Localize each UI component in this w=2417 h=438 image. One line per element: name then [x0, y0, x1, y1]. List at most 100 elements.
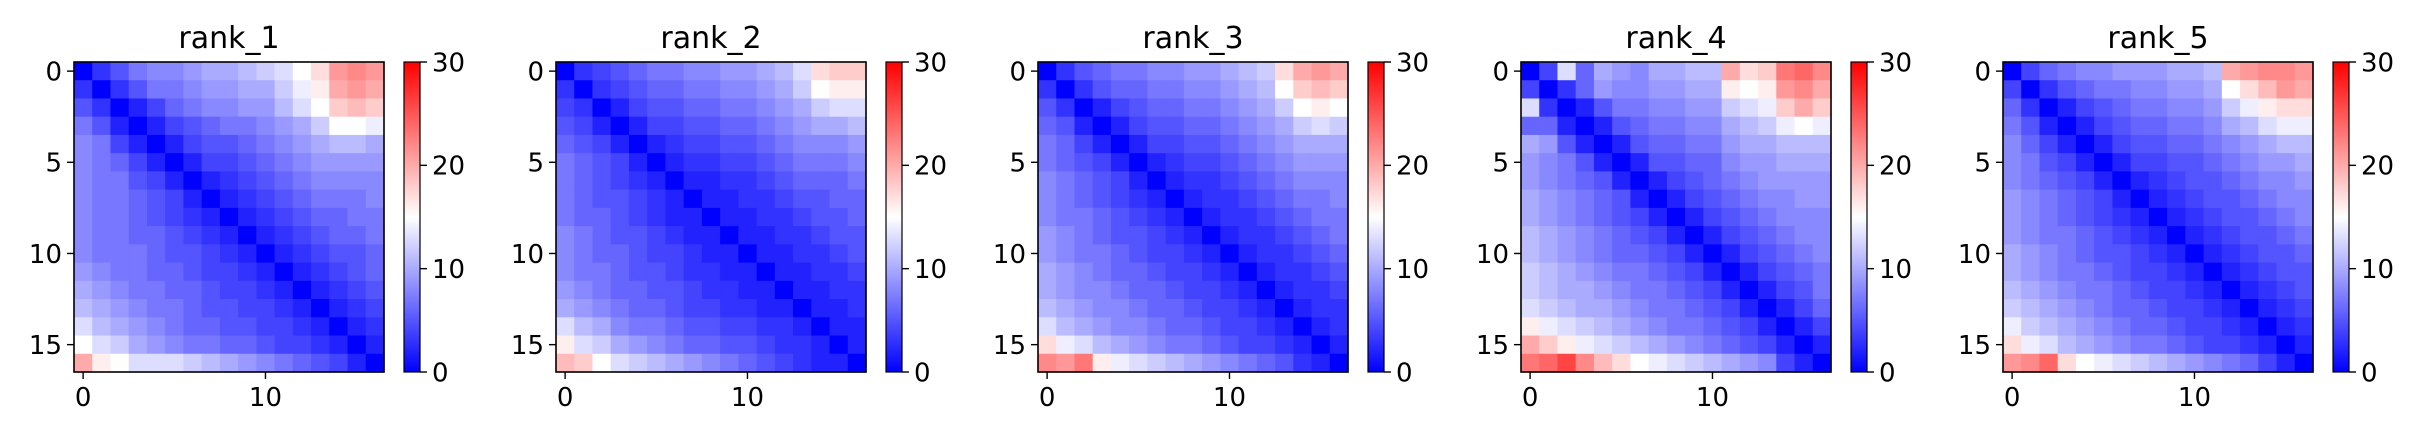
heatmap-cell: [2203, 171, 2223, 191]
heatmap-cell: [592, 98, 612, 118]
heatmap-cell: [2094, 80, 2114, 100]
heatmap-cell: [1721, 317, 1741, 337]
heatmap-cell: [811, 317, 831, 337]
y-tick-label: 5: [527, 149, 544, 179]
heatmap-cell: [610, 244, 630, 264]
heatmap-cell: [2075, 207, 2095, 227]
heatmap-cell: [2148, 317, 2168, 337]
heatmap-cell: [1056, 62, 1076, 81]
heatmap-cell: [2276, 116, 2296, 136]
heatmap-cell: [183, 80, 203, 100]
heatmap-cell: [756, 226, 776, 245]
heatmap-cell: [1666, 134, 1686, 154]
heatmap-cell: [2057, 98, 2077, 118]
heatmap-cell: [292, 226, 312, 245]
heatmap-cell: [274, 317, 294, 337]
heatmap-cell: [311, 353, 330, 373]
heatmap-cell: [1758, 244, 1777, 264]
heatmap-cell: [738, 80, 758, 100]
heatmap-cell: [1238, 62, 1258, 81]
heatmap-cell: [2240, 62, 2259, 81]
heatmap-cell: [2167, 299, 2186, 318]
heatmap-cell: [1776, 62, 1796, 81]
heatmap-cell: [1129, 317, 1149, 337]
heatmap-cell: [738, 98, 758, 118]
heatmap-cell: [1593, 207, 1613, 227]
heatmap-cell: [2003, 207, 2022, 227]
heatmap-cell: [811, 62, 831, 81]
heatmap-cell: [1758, 280, 1777, 300]
heatmap-cell: [756, 244, 776, 264]
heatmap-cell: [2294, 317, 2314, 337]
heatmap-cell: [701, 62, 721, 81]
heatmap-cell: [1220, 207, 1240, 227]
heatmap-cell: [2057, 244, 2077, 264]
heatmap-cell: [219, 189, 239, 209]
heatmap-cell: [2075, 98, 2095, 118]
heatmap-cell: [1220, 98, 1240, 118]
heatmap-cell: [238, 153, 257, 173]
heatmap-cell: [2148, 98, 2168, 118]
heatmap-cell: [610, 134, 630, 154]
heatmap-cell: [720, 262, 739, 282]
heatmap-cell: [128, 262, 148, 282]
heatmap-cell: [274, 335, 294, 355]
heatmap-cell: [110, 262, 130, 282]
heatmap-cell: [2148, 262, 2168, 282]
heatmap-cell: [1074, 98, 1094, 118]
heatmap-cell: [847, 226, 867, 245]
colorbar-tick-label: 10: [914, 255, 947, 285]
heatmap-cell: [238, 353, 257, 373]
heatmap-cell: [183, 226, 203, 245]
heatmap-cell: [1238, 207, 1258, 227]
heatmap-cell: [1293, 134, 1313, 154]
heatmap-cell: [2112, 80, 2132, 100]
heatmap-cell: [1666, 353, 1686, 373]
heatmap-cell: [738, 153, 758, 173]
heatmap-cell: [2094, 62, 2114, 81]
y-tick-label: 5: [1492, 149, 1509, 179]
colorbar-tick-label: 10: [1396, 255, 1429, 285]
heatmap-cell: [1776, 353, 1796, 373]
heatmap-cell: [1329, 335, 1349, 355]
heatmap-cell: [2094, 226, 2114, 245]
heatmap-cell: [1703, 153, 1723, 173]
heatmap-cell: [219, 353, 239, 373]
heatmap-cell: [1202, 335, 1221, 355]
colorbar-tick-label: 10: [1879, 255, 1912, 285]
heatmap-cell: [2203, 262, 2223, 282]
heatmap-cell: [183, 244, 203, 264]
heatmap-cell: [1129, 353, 1149, 373]
heatmap-cell: [1165, 116, 1185, 136]
heatmap-cell: [347, 207, 367, 227]
heatmap-cell: [2258, 335, 2278, 355]
heatmap-cell: [165, 335, 185, 355]
heatmap-cell: [238, 207, 257, 227]
heatmap-cell: [110, 134, 130, 154]
heatmap-cell: [2021, 226, 2041, 245]
heatmap-cell: [146, 353, 166, 373]
heatmap-cell: [2075, 353, 2095, 373]
heatmap-cell: [1612, 98, 1632, 118]
heatmap-cell: [2075, 262, 2095, 282]
heatmap-cell: [1612, 226, 1632, 245]
heatmap-cell: [665, 353, 685, 373]
heatmap-cell: [610, 299, 630, 318]
heatmap-cell: [238, 299, 257, 318]
heatmap-cell: [2167, 244, 2186, 264]
heatmap-cell: [1593, 353, 1613, 373]
heatmap-cell: [738, 116, 758, 136]
heatmap-cell: [665, 62, 685, 81]
heatmap-cell: [556, 244, 575, 264]
heatmap-cell: [1293, 335, 1313, 355]
heatmap-cell: [1147, 317, 1167, 337]
heatmap-cell: [628, 262, 648, 282]
heatmap-cell: [1593, 317, 1613, 337]
heatmap-cell: [1648, 98, 1668, 118]
heatmap-cell: [1630, 353, 1650, 373]
heatmap-cell: [1521, 153, 1540, 173]
heatmap-cell: [1521, 116, 1540, 136]
